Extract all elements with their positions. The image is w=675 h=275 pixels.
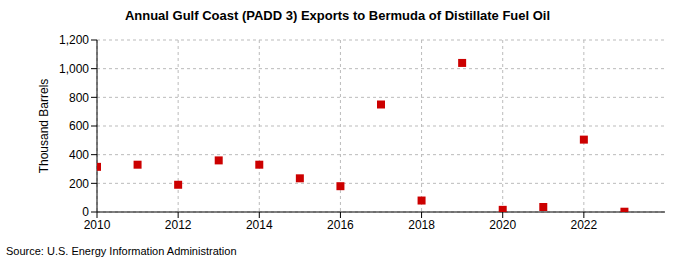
svg-text:2016: 2016 bbox=[327, 218, 354, 232]
svg-text:2014: 2014 bbox=[246, 218, 273, 232]
svg-text:1,200: 1,200 bbox=[59, 33, 89, 47]
svg-text:200: 200 bbox=[69, 177, 89, 191]
svg-text:2012: 2012 bbox=[165, 218, 192, 232]
svg-text:1,000: 1,000 bbox=[59, 62, 89, 76]
svg-text:2022: 2022 bbox=[571, 218, 598, 232]
svg-text:0: 0 bbox=[82, 205, 89, 219]
svg-text:Thousand Barrels: Thousand Barrels bbox=[37, 79, 51, 174]
svg-text:2018: 2018 bbox=[408, 218, 435, 232]
svg-text:800: 800 bbox=[69, 91, 89, 105]
svg-text:2020: 2020 bbox=[489, 218, 516, 232]
svg-text:Source: U.S. Energy Informatio: Source: U.S. Energy Information Administ… bbox=[8, 245, 237, 257]
svg-text:600: 600 bbox=[69, 119, 89, 133]
svg-text:Annual Gulf Coast (PADD 3) Exp: Annual Gulf Coast (PADD 3) Exports to Be… bbox=[125, 8, 550, 23]
svg-text:2010: 2010 bbox=[84, 218, 111, 232]
svg-text:400: 400 bbox=[69, 148, 89, 162]
